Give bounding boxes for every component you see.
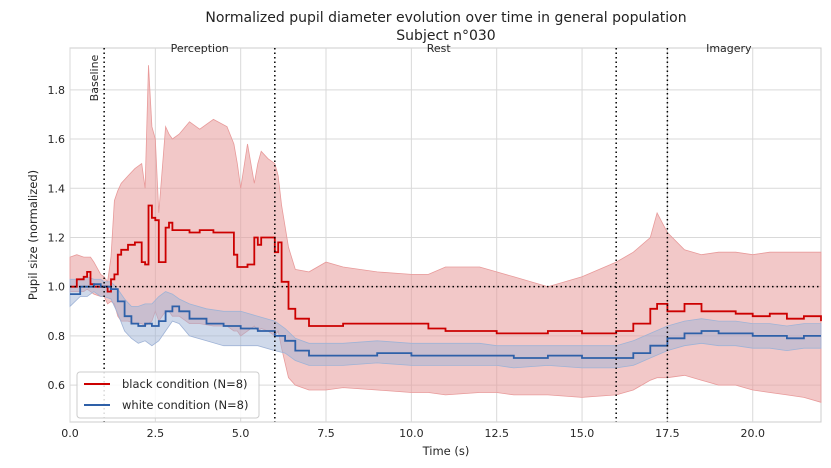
phase-label-imagery: Imagery bbox=[706, 42, 752, 55]
x-tick-label: 7.5 bbox=[317, 427, 335, 440]
phase-label-rest: Rest bbox=[427, 42, 452, 55]
y-tick-label: 0.8 bbox=[48, 330, 66, 343]
y-tick-label: 1.2 bbox=[48, 231, 66, 244]
x-tick-label: 5.0 bbox=[232, 427, 250, 440]
tick-labels: 0.0 2.5 5.0 7.5 10.0 12.5 15.0 17.5 20.0 0.6 0.8 1.… bbox=[48, 84, 765, 440]
legend: black condition (N=8) white condition (N… bbox=[76, 371, 260, 419]
x-axis-label: Time (s) bbox=[422, 444, 470, 458]
series-line-white bbox=[70, 283, 821, 359]
series-lines bbox=[70, 204, 822, 359]
y-axis-label: Pupil size (normalized) bbox=[26, 170, 40, 300]
y-tick-label: 1.4 bbox=[48, 182, 66, 195]
x-tick-label: 17.5 bbox=[655, 427, 680, 440]
y-tick-label: 1.8 bbox=[48, 84, 66, 97]
phase-label-perception: Perception bbox=[171, 42, 229, 55]
confidence-band-white bbox=[69, 276, 822, 369]
y-tick-label: 0.6 bbox=[48, 379, 66, 392]
reference-lines bbox=[70, 48, 821, 422]
chart-title: Normalized pupil diameter evolution over… bbox=[205, 10, 686, 26]
x-tick-label: 12.5 bbox=[484, 427, 509, 440]
y-tick-label: 1.0 bbox=[48, 281, 66, 294]
chart-subtitle: Subject n°030 bbox=[396, 28, 495, 44]
x-tick-label: 0.0 bbox=[61, 427, 79, 440]
phase-labels: Baseline Perception Rest Imagery bbox=[88, 42, 752, 101]
legend-label-black: black condition (N=8) bbox=[122, 377, 248, 391]
series-line-black bbox=[70, 204, 822, 335]
x-tick-label: 10.0 bbox=[399, 427, 424, 440]
x-tick-label: 15.0 bbox=[570, 427, 595, 440]
x-tick-label: 2.5 bbox=[147, 427, 165, 440]
y-tick-label: 1.6 bbox=[48, 133, 66, 146]
phase-label-baseline: Baseline bbox=[88, 54, 101, 101]
x-tick-label: 20.0 bbox=[740, 427, 765, 440]
legend-box bbox=[76, 371, 260, 419]
legend-label-white: white condition (N=8) bbox=[122, 398, 248, 412]
